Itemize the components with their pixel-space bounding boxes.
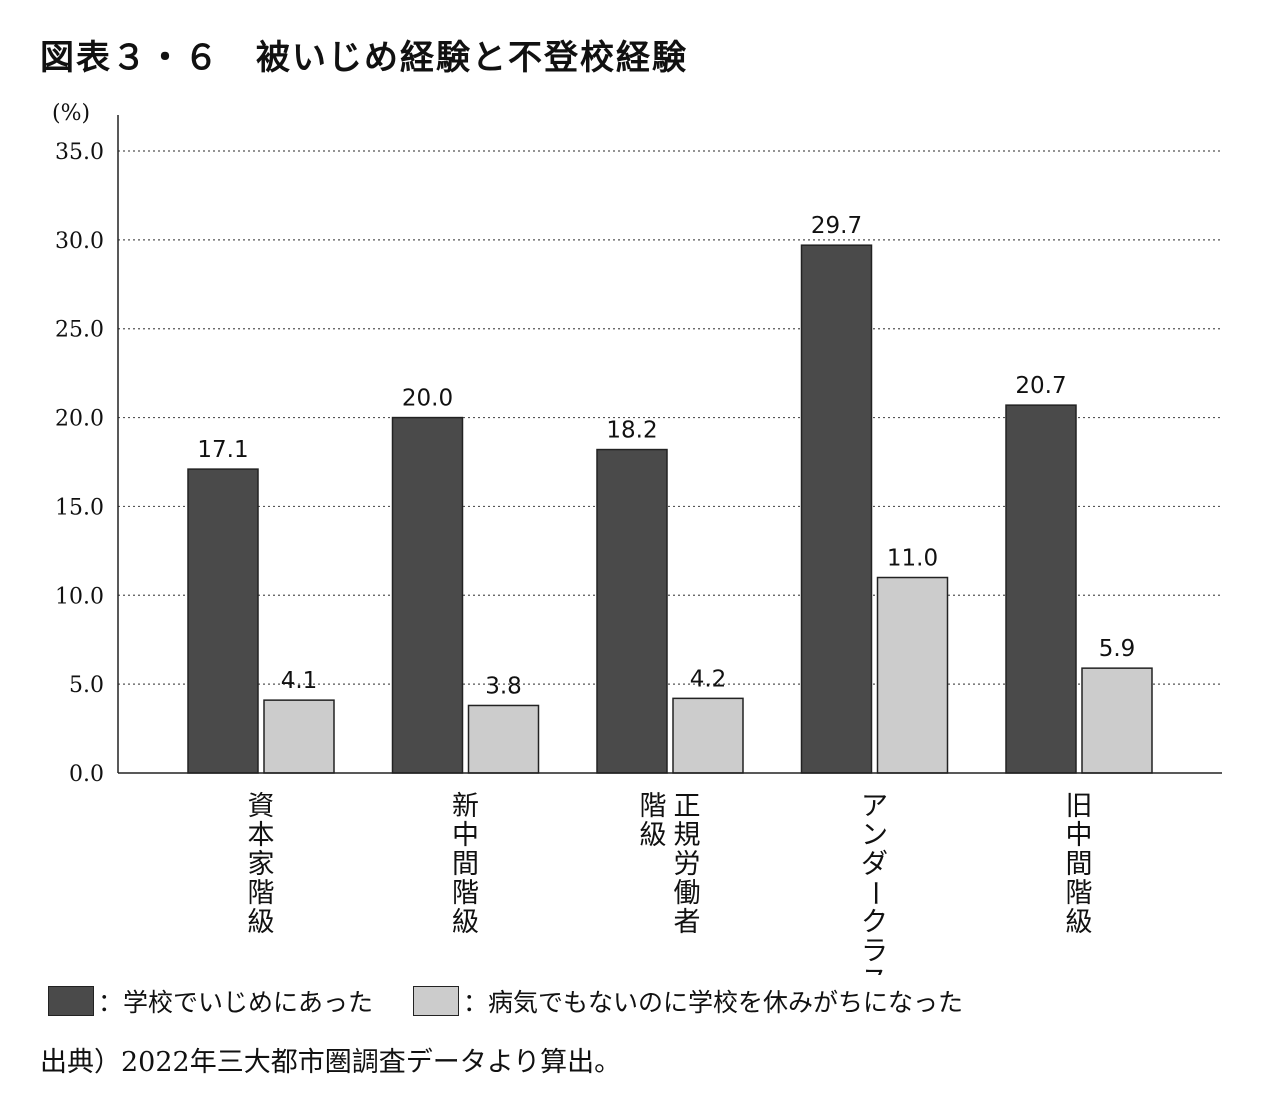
bar-absence <box>672 697 744 774</box>
x-category-char: 正 <box>674 791 701 822</box>
y-tick-label: 35.0 <box>55 140 104 165</box>
data-label: 4.2 <box>690 666 727 692</box>
x-category-char: 階 <box>452 878 479 909</box>
data-label: 5.9 <box>1099 636 1136 662</box>
legend-label: ：病気でもないのに学校を休みがちになった <box>463 988 964 1017</box>
x-category-char: 間 <box>1066 849 1093 880</box>
x-category-char: 中 <box>1066 820 1093 851</box>
bar-bullying <box>596 448 668 774</box>
y-tick-label: 0.0 <box>69 762 104 787</box>
legend: ：学校でいじめにあった ：病気でもないのに学校を休みがちになった <box>48 983 1003 1019</box>
legend-label: ：学校でいじめにあった <box>98 988 374 1017</box>
data-label: 17.1 <box>197 437 248 463</box>
legend-item-bullying: ：学校でいじめにあった <box>48 983 373 1019</box>
x-category-char: 本 <box>248 820 275 851</box>
x-category-char: 級 <box>640 820 667 851</box>
legend-item-absence: ：病気でもないのに学校を休みがちになった <box>413 983 963 1019</box>
x-category-char: 旧 <box>1066 791 1093 822</box>
x-category-char: 級 <box>248 907 275 938</box>
data-label: 4.1 <box>281 668 318 694</box>
x-category-char: 家 <box>248 849 275 880</box>
y-tick-label: 25.0 <box>55 318 104 343</box>
x-category-char: ダ <box>861 849 888 880</box>
x-category-char: ー <box>859 880 890 907</box>
x-category-char: 中 <box>452 820 479 851</box>
bar-chart: (%) 0.0 5.0 10.0 15.0 20.0 25.0 30.0 35.0 17.1 4… <box>52 101 1222 975</box>
x-category-char: ン <box>861 820 888 851</box>
y-tick-label: 10.0 <box>55 584 104 609</box>
x-category-char: 規 <box>674 820 701 851</box>
legend-swatch-light <box>413 986 460 1016</box>
x-category-char: 級 <box>1066 907 1093 938</box>
data-label: 11.0 <box>887 546 938 572</box>
bar-absence <box>263 699 335 774</box>
x-category-char: 資 <box>248 791 275 822</box>
x-category-char: ス <box>861 965 888 975</box>
y-tick-label: 5.0 <box>69 673 104 698</box>
x-category-char: 階 <box>248 878 275 909</box>
y-tick-label: 20.0 <box>55 407 104 432</box>
legend-swatch-dark <box>48 986 94 1016</box>
data-label: 20.7 <box>1015 373 1066 399</box>
data-label: 29.7 <box>811 213 862 239</box>
bar-absence <box>876 576 949 774</box>
x-category-char: ク <box>861 907 888 938</box>
chart-title: 図表３・６ 被いじめ経験と不登校経験 <box>40 38 688 78</box>
x-category-char: ラ <box>861 936 888 967</box>
x-category-char: 階 <box>1066 878 1093 909</box>
x-category-char: 新 <box>452 791 479 822</box>
data-label: 18.2 <box>606 418 657 444</box>
y-tick-label: 15.0 <box>55 495 104 520</box>
bar-absence <box>1081 667 1153 774</box>
x-category-char: 働 <box>674 878 701 909</box>
data-label: 20.0 <box>402 386 453 412</box>
bar-bullying <box>800 244 873 774</box>
y-tick-label: 30.0 <box>55 229 104 254</box>
bar-bullying <box>391 416 464 774</box>
source-note: 出典）2022年三大都市圏調査データより算出。 <box>40 1047 622 1078</box>
data-label: 3.8 <box>485 673 522 699</box>
x-category-char: 階 <box>640 791 667 822</box>
y-unit-label: (%) <box>52 101 90 126</box>
bar-absence <box>467 704 540 774</box>
bar-bullying <box>187 468 259 774</box>
x-category-char: 労 <box>674 849 701 880</box>
x-category-char: ア <box>861 791 888 822</box>
x-category-char: 者 <box>674 907 701 938</box>
x-category-char: 間 <box>452 849 479 880</box>
bar-bullying <box>1005 404 1077 774</box>
x-category-char: 級 <box>452 907 479 938</box>
